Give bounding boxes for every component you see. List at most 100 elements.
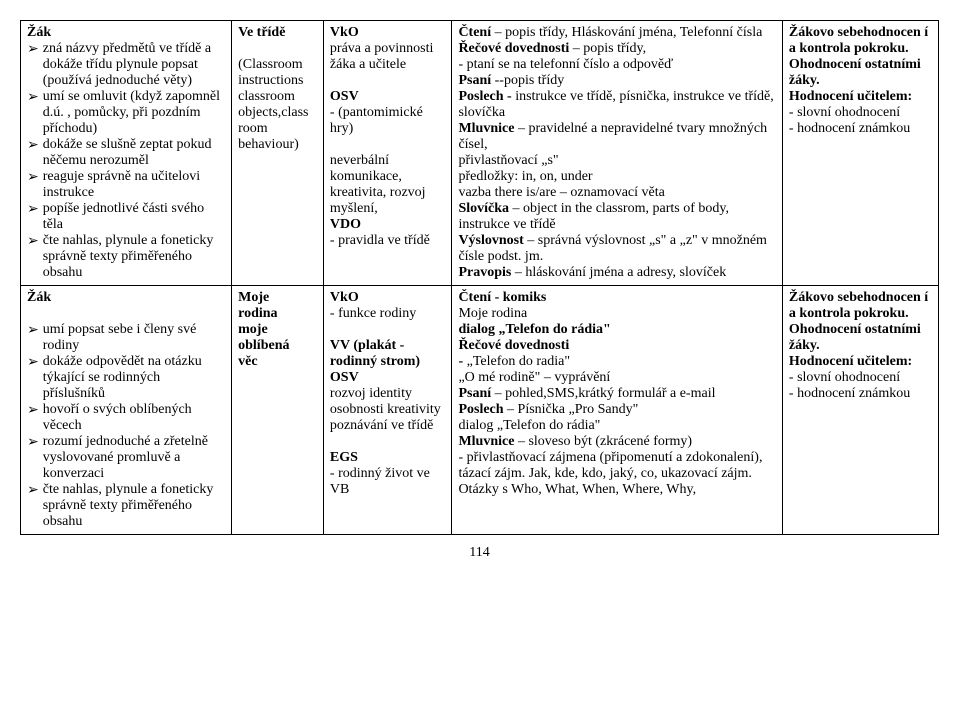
plain-text: dialog „Telefon do rádia"	[458, 418, 600, 433]
plain-text: – pohled,SMS,krátký formulář a e-mail	[491, 386, 715, 401]
bold-text: Mluvnice	[458, 121, 514, 136]
content-line: Poslech - instrukce ve třídě, písnička, …	[458, 89, 775, 121]
bullet-item: ➢popíše jednotlivé části svého těla	[27, 201, 225, 233]
content-line: - slovní ohodnocení	[789, 370, 932, 386]
bullet-icon: ➢	[27, 89, 39, 106]
table-row: Žák ➢zná názvy předmětů ve třídě a dokáž…	[21, 21, 939, 286]
bullet-item: ➢čte nahlas, plynule a foneticky správně…	[27, 482, 225, 530]
bullet-text: umí popsat sebe i členy své rodiny	[43, 322, 225, 354]
bold-text: Výslovnost	[458, 233, 523, 248]
bullet-item: ➢hovoří o svých oblíbených věcech	[27, 402, 225, 434]
bullet-text: čte nahlas, plynule a foneticky správně …	[43, 482, 225, 530]
bullet-item: ➢zná názvy předmětů ve třídě a dokáže tř…	[27, 41, 225, 89]
section-heading: VDO	[330, 217, 446, 233]
bullet-icon: ➢	[27, 201, 39, 218]
section-text: - (pantomimické hry)	[330, 105, 446, 137]
plain-text: přivlastňovací „s"	[458, 153, 558, 168]
content-line: Psaní --popis třídy	[458, 73, 775, 89]
content-line: Hodnocení učitelem:	[789, 89, 932, 105]
content-line: - přivlastňovací zájmena (připomenutí a …	[458, 450, 775, 482]
section-text: - funkce rodiny	[330, 306, 446, 322]
content-line: - hodnocení známkou	[789, 121, 932, 137]
bold-text: Slovíčka	[458, 201, 509, 216]
bullet-item: ➢dokáže odpovědět na otázku týkající se …	[27, 354, 225, 402]
bold-line: oblíbená	[238, 338, 317, 354]
content-line: předložky: in, on, under	[458, 169, 775, 185]
bold-text: Hodnocení učitelem:	[789, 89, 912, 104]
bullet-list: ➢umí popsat sebe i členy své rodiny➢doká…	[27, 322, 225, 530]
plain-text: – popis třídy, Hláskování jména, Telefon…	[491, 25, 762, 40]
cell-r1c3: VkOpráva a povinnosti žáka a učiteleOSV-…	[323, 21, 452, 286]
bold-text: -	[458, 354, 466, 369]
cell-r2c2: Mojerodinamojeoblíbenávěc	[232, 286, 324, 535]
plain-text: předložky: in, on, under	[458, 169, 592, 184]
content-line: - hodnocení známkou	[789, 386, 932, 402]
plain-text: „O mé rodině" – vyprávění	[458, 370, 610, 385]
bold-line: Moje	[238, 290, 317, 306]
bullet-item: ➢umí se omluvit (když zapomněl d.ú. , po…	[27, 89, 225, 137]
cell-r1c1: Žák ➢zná názvy předmětů ve třídě a dokáž…	[21, 21, 232, 286]
bold-text: Poslech	[458, 402, 503, 417]
plain-text: - slovní ohodnocení	[789, 370, 900, 385]
bullet-icon: ➢	[27, 354, 39, 371]
bullet-list: ➢zná názvy předmětů ve třídě a dokáže tř…	[27, 41, 225, 281]
bold-text: Žákovo sebehodnocen í a kontrola pokroku…	[789, 25, 928, 56]
bullet-icon: ➢	[27, 434, 39, 451]
section-text: - pravidla ve třídě	[330, 233, 446, 249]
bullet-text: hovoří o svých oblíbených věcech	[43, 402, 225, 434]
bold-text: Poslech -	[458, 89, 515, 104]
section-heading: OSV	[330, 89, 446, 105]
bullet-item: ➢umí popsat sebe i členy své rodiny	[27, 322, 225, 354]
bold-text: Žákovo sebehodnocen í a kontrola pokroku…	[789, 290, 928, 321]
content-line: Otázky s Who, What, When, Where, Why,	[458, 482, 775, 498]
cell-r2c4: Čtení - komiksMoje rodinadialog „Telefon…	[452, 286, 782, 535]
content-line: - „Telefon do radia"	[458, 354, 775, 370]
cell-title: Ve třídě	[238, 25, 317, 41]
bold-text: Psaní	[458, 73, 494, 88]
content-line: Pravopis – hláskování jména a adresy, sl…	[458, 265, 775, 281]
bullet-icon: ➢	[27, 137, 39, 154]
bold-text: Hodnocení učitelem:	[789, 354, 912, 369]
bullet-text: rozumí jednoduché a zřetelně vyslovované…	[43, 434, 225, 482]
section-text: práva a povinnosti žáka a učitele	[330, 41, 446, 73]
content-line: vazba there is/are – oznamovací věta	[458, 185, 775, 201]
section-heading: VkO	[330, 290, 446, 306]
content-line: Řečové dovednosti – popis třídy,	[458, 41, 775, 57]
bullet-icon: ➢	[27, 322, 39, 339]
plain-text: Otázky s Who, What, When, Where, Why,	[458, 482, 696, 497]
cell-r1c5: Žákovo sebehodnocen í a kontrola pokroku…	[782, 21, 938, 286]
section-text: rozvoj identity osobnosti kreativity poz…	[330, 386, 446, 434]
plain-text: – Písnička „Pro Sandy"	[504, 402, 639, 417]
bullet-item: ➢rozumí jednoduché a zřetelně vyslovovan…	[27, 434, 225, 482]
content-line: Výslovnost – správná výslovnost „s" a „z…	[458, 233, 775, 265]
section-heading: VkO	[330, 25, 446, 41]
bold-text: Čtení	[458, 25, 491, 40]
content-line: - slovní ohodnocení	[789, 105, 932, 121]
plain-text: – popis třídy,	[569, 41, 646, 56]
cell-r2c1: Žák ➢umí popsat sebe i členy své rodiny➢…	[21, 286, 232, 535]
table-row: Žák ➢umí popsat sebe i členy své rodiny➢…	[21, 286, 939, 535]
bold-text: Pravopis	[458, 265, 511, 280]
content-line: dialog „Telefon do rádia"	[458, 322, 775, 338]
bullet-icon: ➢	[27, 169, 39, 186]
page-number: 114	[20, 545, 939, 561]
section-heading: OSV	[330, 370, 446, 386]
section-heading: VV (plakát - rodinný strom)	[330, 338, 446, 370]
bullet-item: ➢reaguje správně na učitelovi instrukce	[27, 169, 225, 201]
bullet-icon: ➢	[27, 41, 39, 58]
bullet-text: čte nahlas, plynule a foneticky správně …	[43, 233, 225, 281]
bullet-icon: ➢	[27, 233, 39, 250]
cell-text: (Classroom instructions classroom object…	[238, 57, 317, 153]
bold-text: Ohodnocení ostatními žáky.	[789, 322, 921, 353]
cell-r2c3: VkO- funkce rodiny VV (plakát - rodinný s…	[323, 286, 452, 535]
bold-line: moje	[238, 322, 317, 338]
content-line: Slovíčka – object in the classrom, parts…	[458, 201, 775, 233]
bold-line: věc	[238, 354, 317, 370]
plain-text: - ptaní se na telefonní číslo a odpověď	[458, 57, 673, 72]
plain-text: - přivlastňovací zájmena (připomenutí a …	[458, 450, 762, 481]
section-text: - rodinný život ve VB	[330, 466, 446, 498]
content-line: Hodnocení učitelem:	[789, 354, 932, 370]
content-line: přivlastňovací „s"	[458, 153, 775, 169]
content-line: „O mé rodině" – vyprávění	[458, 370, 775, 386]
section-heading: EGS	[330, 450, 446, 466]
